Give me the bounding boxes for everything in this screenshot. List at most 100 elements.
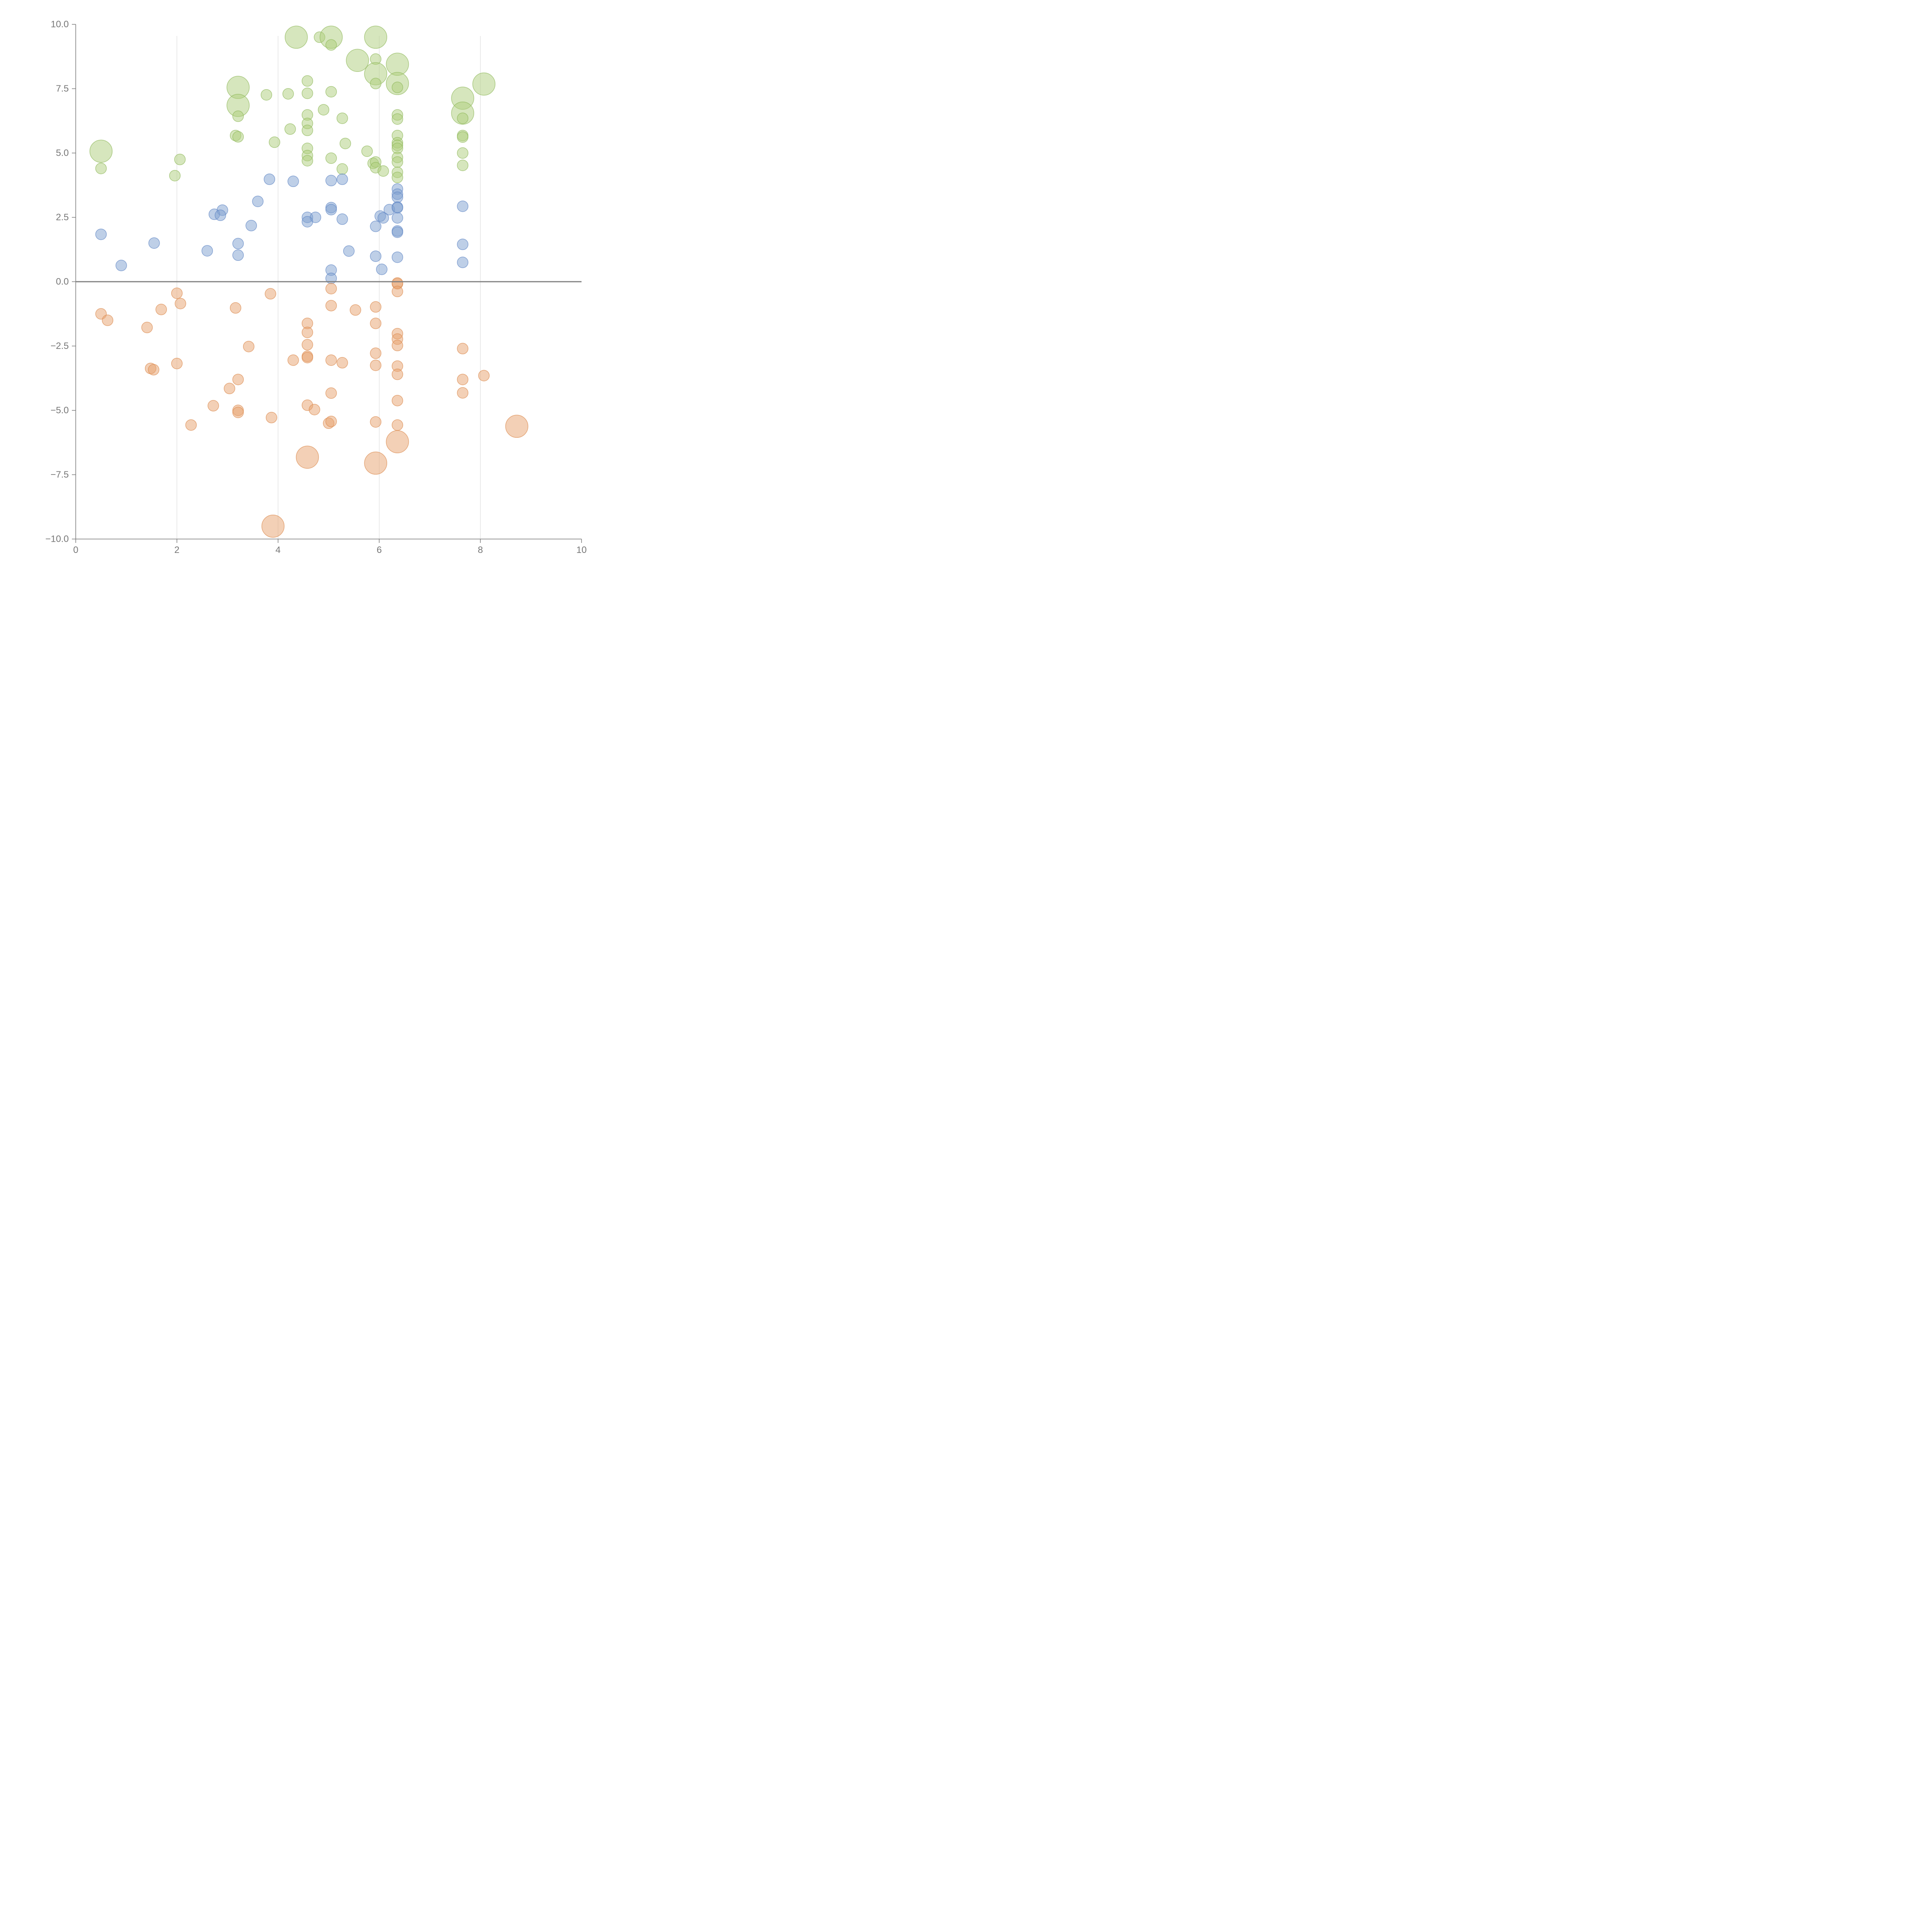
green-bubble: [301, 87, 313, 99]
gridlines: [177, 36, 481, 539]
green-bubble: [301, 124, 313, 136]
orange-bubble: [224, 383, 235, 395]
green-bubble: [284, 26, 308, 49]
orange-bubble: [457, 387, 469, 399]
orange-bubble: [185, 419, 197, 431]
orange-bubble: [370, 416, 381, 428]
blue-bubble: [391, 202, 403, 214]
orange-bubble: [337, 357, 348, 369]
y-tick-label: −10.0: [45, 534, 69, 544]
blue-bubble: [116, 260, 127, 271]
blue-bubble: [232, 249, 244, 261]
blue-bubble: [457, 201, 469, 212]
green-bubble: [339, 138, 351, 150]
orange-bubble: [301, 352, 313, 364]
green-bubble: [232, 111, 244, 122]
orange-bubble: [232, 374, 244, 385]
green-bubble: [391, 156, 403, 168]
blue-bubble: [337, 173, 348, 185]
blue-bubble: [264, 173, 276, 185]
green-bubble: [457, 131, 469, 143]
orange-bubble: [230, 302, 242, 314]
blue-bubble: [287, 175, 299, 187]
blue-bubble: [391, 212, 403, 224]
green-bubble: [174, 153, 186, 165]
orange-bubble: [391, 369, 403, 380]
orange-bubble: [232, 406, 244, 418]
orange-bubble: [309, 404, 320, 415]
blue-bubble: [370, 250, 381, 262]
orange-bubble: [301, 327, 313, 338]
y-tick-label: 0.0: [56, 277, 69, 287]
blue-bubble: [378, 212, 389, 224]
green-bubble: [325, 152, 337, 164]
orange-bubble: [457, 343, 469, 354]
blue-bubble: [376, 264, 388, 275]
orange-bubble: [141, 321, 153, 333]
x-tick-label: 0: [73, 545, 78, 555]
orange-bubble: [243, 341, 255, 352]
orange-bubble: [370, 359, 381, 371]
y-tick-label: 10.0: [51, 19, 69, 30]
green-bubble: [370, 78, 381, 89]
orange-bubble: [325, 387, 337, 399]
y-tick-label: −2.5: [51, 341, 69, 351]
orange-bubble: [171, 287, 183, 299]
orange-bubble: [478, 370, 490, 381]
green-bubble: [457, 147, 469, 159]
orange-bubble: [391, 286, 403, 298]
orange-bubble: [261, 514, 285, 538]
green-bubble: [318, 104, 330, 116]
green-bubble: [325, 39, 337, 51]
green-bubble: [169, 170, 181, 182]
green-bubble: [301, 75, 313, 87]
orange-bubble: [301, 339, 313, 350]
green-bubble: [89, 139, 113, 163]
orange-bubble: [102, 315, 114, 326]
blue-bubble: [391, 251, 403, 263]
orange-bubble: [171, 358, 183, 369]
green-bubble: [391, 172, 403, 184]
blue-bubble: [301, 216, 313, 228]
orange-bubble: [296, 446, 319, 469]
y-tick-label: 7.5: [56, 83, 69, 94]
orange-bubble: [457, 374, 469, 385]
green-bubble: [95, 163, 107, 174]
orange-bubble: [325, 415, 337, 427]
data-points: [89, 26, 529, 538]
green-bubble: [301, 155, 313, 167]
green-bubble: [391, 82, 403, 93]
green-bubble: [346, 49, 369, 72]
green-bubble: [457, 112, 469, 124]
blue-bubble: [337, 213, 348, 225]
orange-bubble: [265, 288, 276, 300]
green-bubble: [457, 160, 469, 171]
series-blue: [95, 173, 469, 284]
tick-labels: 10.0 7.5 5.0 2.5 0.0 −2.5 −5.0 −7.5 −10.0 0 2 4 6 8 10: [45, 19, 587, 556]
blue-bubble: [245, 220, 257, 231]
orange-bubble: [391, 340, 403, 351]
orange-bubble: [370, 318, 381, 329]
blue-bubble: [457, 257, 469, 268]
green-bubble: [325, 86, 337, 98]
axes: [72, 24, 582, 543]
x-tick-label: 2: [174, 545, 179, 555]
y-tick-label: 5.0: [56, 148, 69, 158]
y-tick-label: 2.5: [56, 212, 69, 223]
orange-bubble: [325, 354, 337, 366]
orange-bubble: [175, 298, 186, 310]
orange-bubble: [325, 300, 337, 311]
orange-bubble: [350, 304, 361, 316]
blue-bubble: [325, 175, 337, 187]
orange-bubble: [207, 400, 219, 412]
blue-bubble: [252, 196, 264, 207]
green-bubble: [282, 88, 294, 100]
orange-bubble: [155, 304, 167, 315]
orange-bubble: [364, 451, 387, 475]
x-tick-label: 4: [276, 545, 281, 555]
orange-bubble: [386, 430, 409, 454]
green-bubble: [378, 165, 389, 177]
orange-bubble: [505, 415, 529, 438]
blue-bubble: [325, 204, 337, 216]
x-tick-label: 8: [478, 545, 483, 555]
